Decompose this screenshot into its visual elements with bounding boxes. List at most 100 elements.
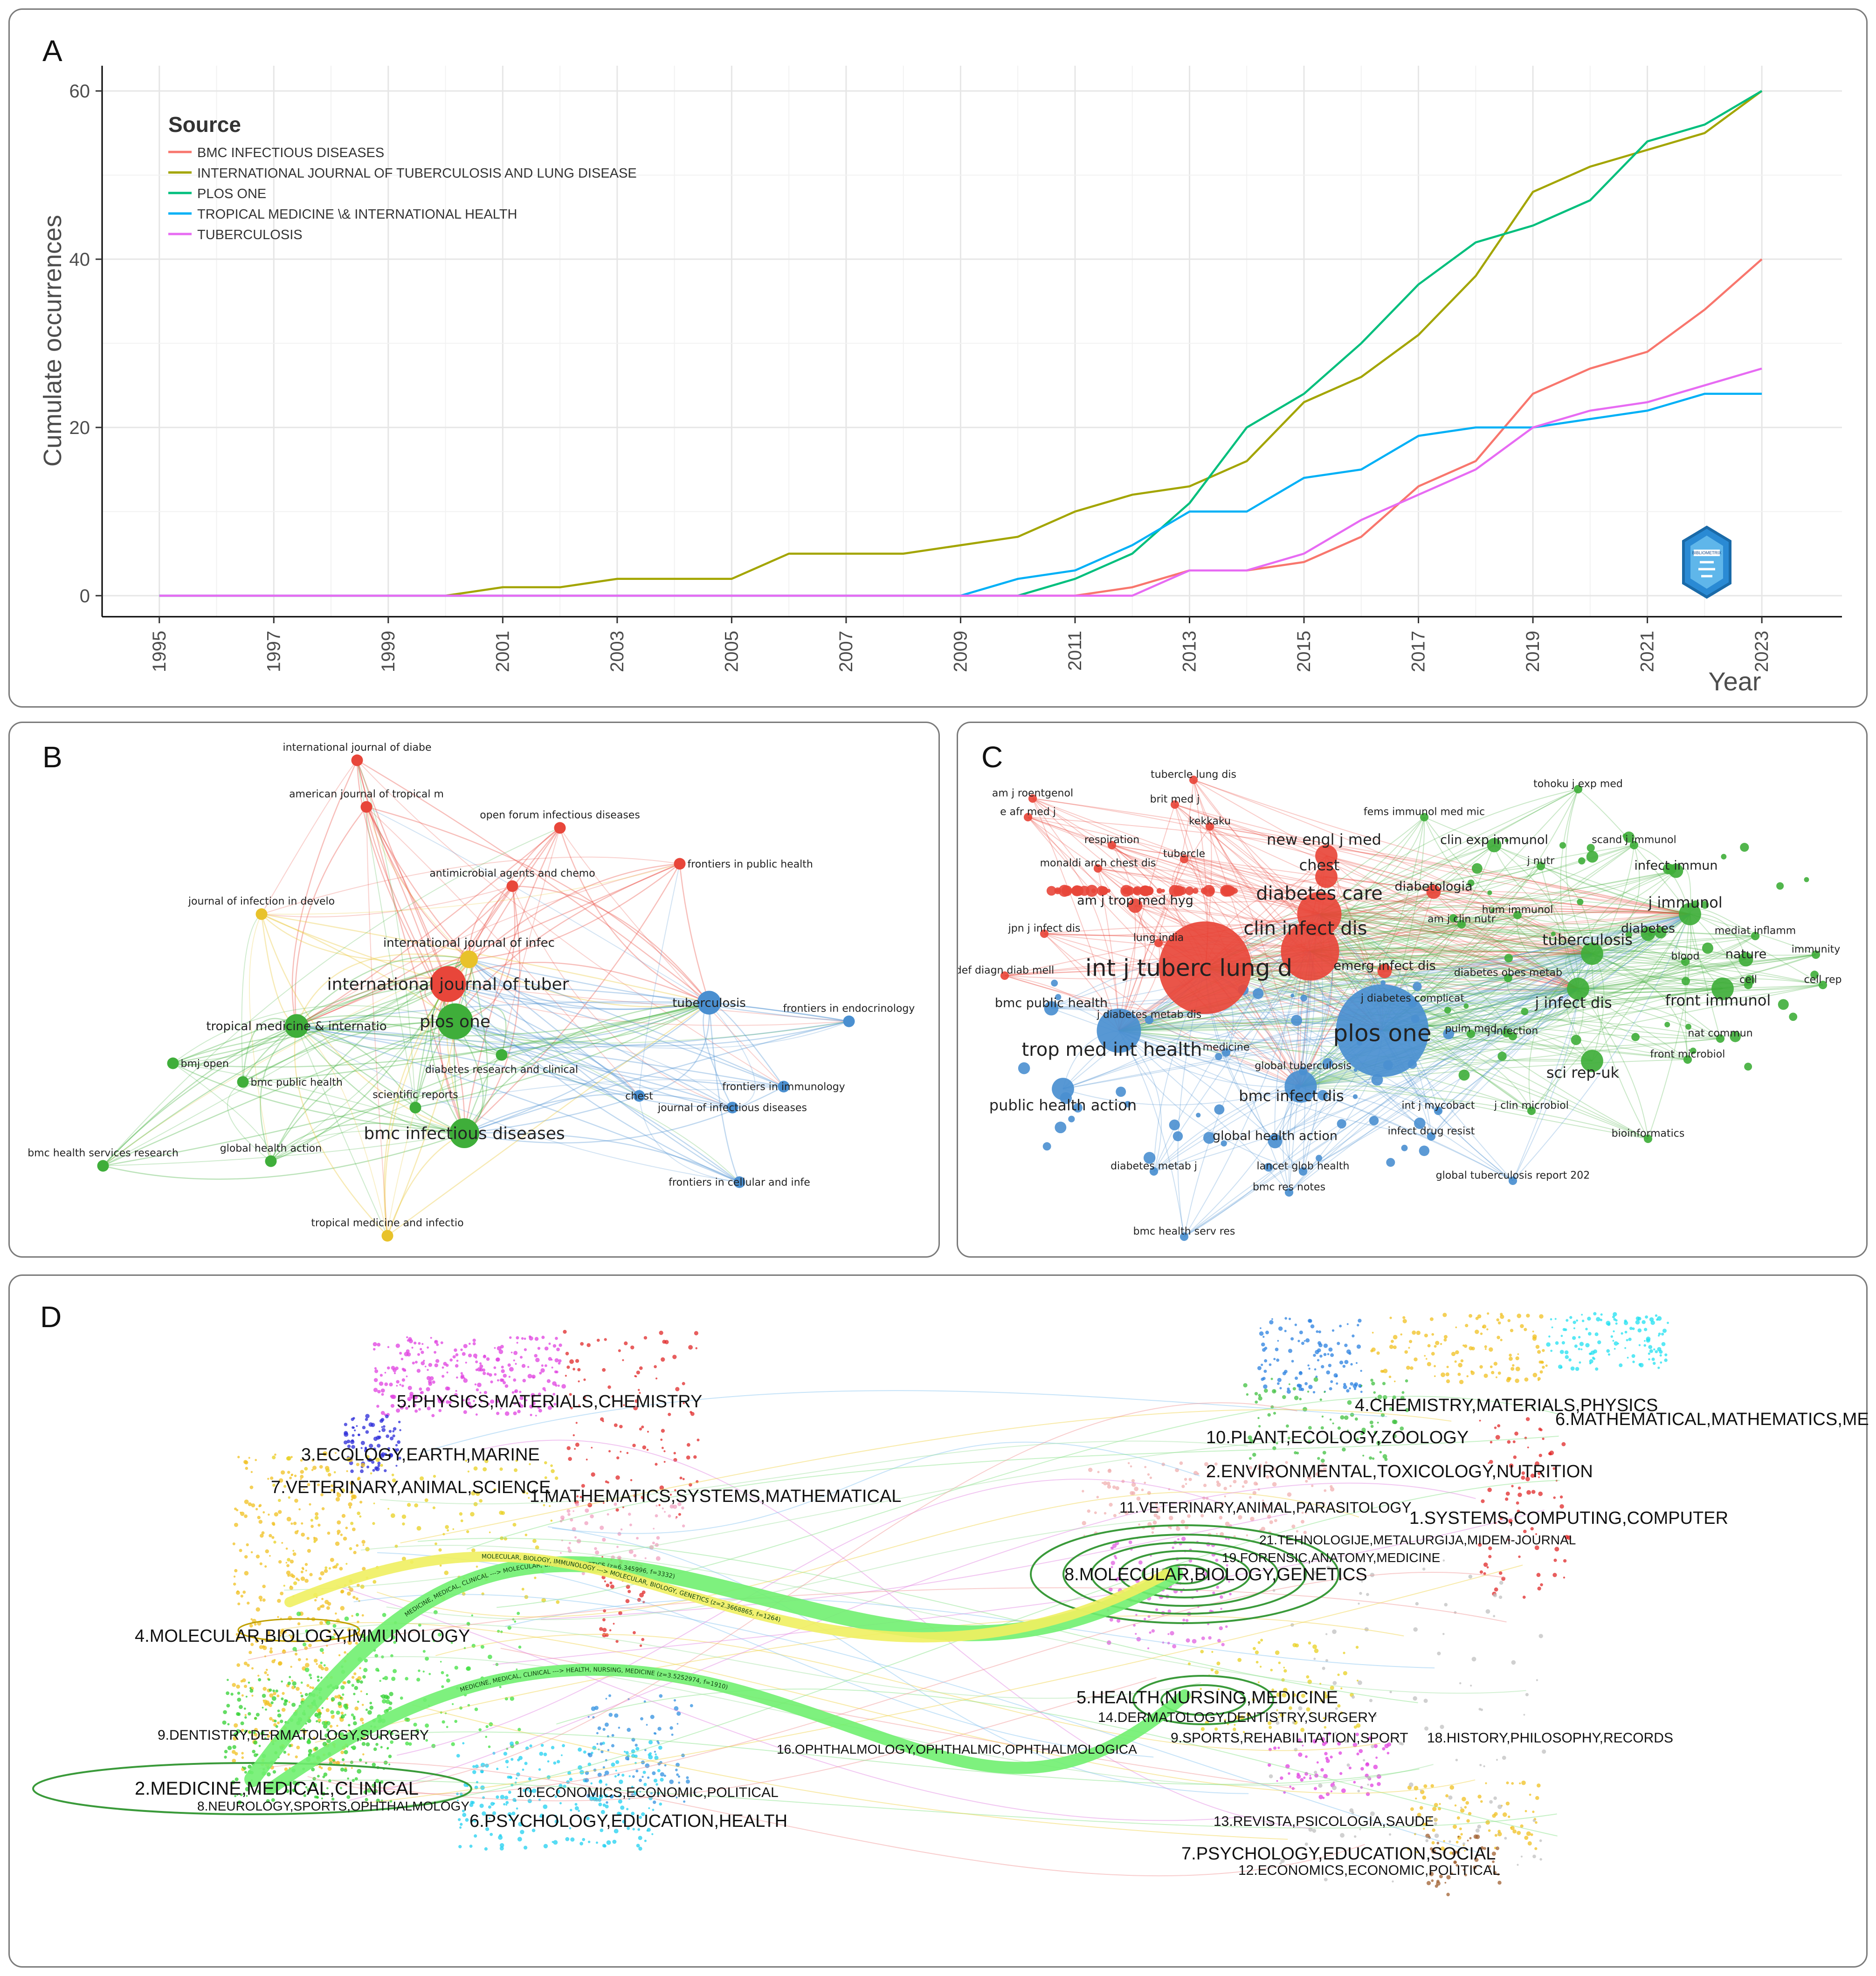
node-bmc-res-notes[interactable] — [1284, 1188, 1294, 1197]
network-edge — [1310, 951, 1648, 1139]
node-lancet-glob-health[interactable] — [1298, 1167, 1308, 1176]
node-tuberculosis[interactable] — [1581, 943, 1603, 965]
node-lung-india[interactable] — [1154, 938, 1163, 948]
node-scientific-reports[interactable] — [409, 1102, 421, 1114]
node-global-tuberculosis-report-202[interactable] — [1508, 1176, 1517, 1185]
overlay-dot — [580, 1342, 584, 1346]
thin-link — [332, 1677, 1157, 1802]
node-hum-immunol[interactable] — [1513, 910, 1522, 920]
node-kekkaku[interactable] — [1205, 822, 1214, 831]
node-international-journal-of-infec[interactable] — [460, 950, 478, 968]
node-tropical-medicine-and-infectio[interactable] — [381, 1230, 393, 1242]
node-bmc-public-health[interactable] — [1044, 1001, 1059, 1016]
node-diabetes-metab-j[interactable] — [1149, 1167, 1159, 1176]
node-front-microbiol[interactable] — [1683, 1055, 1692, 1064]
node-frontiers-in-public-health[interactable] — [674, 858, 686, 870]
node-frontiers-in-endocrinology[interactable] — [843, 1015, 855, 1027]
network-edge — [464, 1020, 849, 1134]
node-frontiers-in-immunology[interactable] — [778, 1081, 790, 1093]
node-chest[interactable] — [1315, 866, 1338, 888]
node-int-j-tuberc-lung-d[interactable] — [1159, 921, 1252, 1014]
node-cell-rep[interactable] — [1818, 980, 1828, 990]
node-international-journal-of-tuber[interactable] — [430, 966, 466, 1002]
node-blood[interactable] — [1681, 957, 1690, 966]
node-journal-of-infection-in-develo[interactable] — [255, 908, 268, 920]
overlay-dot — [507, 1363, 511, 1367]
node-bmc-infect-dis[interactable] — [1284, 1070, 1317, 1103]
node-def-diagn-diab-mell[interactable] — [1000, 971, 1009, 980]
node-diabetes-obes-metab[interactable] — [1504, 973, 1513, 983]
node-front-immunol[interactable] — [1711, 978, 1734, 1000]
node-nature[interactable] — [1738, 952, 1753, 967]
node-international-journal-of-diabe[interactable] — [351, 754, 363, 766]
node-brit-med-j[interactable] — [1170, 800, 1179, 809]
network-edge — [366, 806, 710, 1003]
node-fems-immunol-med-mic[interactable] — [1420, 812, 1429, 822]
node-am-j-trop-med-hyg[interactable] — [1128, 898, 1143, 913]
node-open-forum-infectious-diseases[interactable] — [554, 822, 566, 834]
node-j-infection[interactable] — [1508, 1032, 1517, 1041]
node-bmj-open[interactable] — [167, 1057, 179, 1069]
node-medicine[interactable] — [1221, 1048, 1231, 1057]
overlay-dot — [290, 1559, 294, 1564]
node-e-afr-med-j[interactable] — [1023, 812, 1033, 822]
node-tohoku-j-exp-med[interactable] — [1573, 785, 1583, 794]
node-global-health-action[interactable] — [1268, 1134, 1283, 1149]
node-diabetes-research-and-clinical[interactable] — [496, 1049, 508, 1061]
node-chest[interactable] — [633, 1090, 645, 1102]
node-antimicrobial-agents-and-chemo[interactable] — [506, 880, 518, 892]
network-edge — [464, 1132, 740, 1183]
node-journal-of-infectious-diseases[interactable] — [726, 1102, 738, 1114]
node-scand-j-immunol[interactable] — [1629, 840, 1639, 850]
node-j-infect-dis[interactable] — [1567, 978, 1589, 1000]
node-monaldi-arch-chest-dis[interactable] — [1093, 864, 1103, 873]
overlay-dot — [296, 1745, 300, 1749]
node-american-journal-of-tropical-m[interactable] — [360, 801, 372, 813]
overlay-dot — [503, 1381, 506, 1384]
node-j-nutr[interactable] — [1536, 861, 1545, 871]
node-am-j-roentgenol[interactable] — [1028, 794, 1037, 803]
node-trop-med-int-health[interactable] — [1097, 1008, 1141, 1053]
node-emerg-infect-dis[interactable] — [1377, 964, 1392, 978]
node-bioinformatics[interactable] — [1643, 1134, 1653, 1143]
node-nat-commun[interactable] — [1716, 1034, 1725, 1043]
node-tropical-medicine-internatio[interactable] — [284, 1014, 309, 1038]
node-global-health-action[interactable] — [265, 1155, 277, 1167]
node-am-j-clin-nutr[interactable] — [1457, 920, 1466, 929]
overlay-dot — [1319, 1398, 1322, 1401]
node-sci-rep-uk[interactable] — [1581, 1050, 1603, 1072]
node-jpn-j-infect-dis[interactable] — [1040, 929, 1049, 938]
node-int-j-mycobact[interactable] — [1434, 1106, 1443, 1115]
node-bmc-health-services-research[interactable] — [97, 1160, 109, 1172]
node-tubercle[interactable] — [1179, 854, 1189, 864]
network-edge — [1382, 988, 1723, 1034]
thin-link — [552, 1441, 1200, 1534]
node-diabetes[interactable] — [1641, 926, 1655, 941]
node-cell[interactable] — [1744, 980, 1753, 990]
node-bmc-public-health[interactable] — [237, 1076, 249, 1088]
node-clin-exp-immunol[interactable] — [1487, 838, 1502, 853]
node-j-immunol[interactable] — [1679, 903, 1701, 925]
node-j-diabetes-metab-dis[interactable] — [1145, 1015, 1154, 1025]
node-tuberculosis[interactable] — [697, 991, 721, 1015]
node-tubercle-lung-dis[interactable] — [1189, 775, 1198, 785]
node-j-clin-microbiol[interactable] — [1527, 1106, 1536, 1115]
node-pulm-med[interactable] — [1466, 1029, 1476, 1039]
node-plos-one[interactable] — [1336, 984, 1429, 1077]
node-bmc-health-serv-res[interactable] — [1179, 1232, 1189, 1241]
overlay-dot — [291, 1702, 296, 1707]
node-clin-infect-dis[interactable] — [1281, 922, 1339, 981]
node-plos-one[interactable] — [437, 1003, 473, 1040]
node-infect-immun[interactable] — [1669, 863, 1683, 878]
overlay-dot — [1497, 1321, 1501, 1325]
node-mediat-inflamm[interactable] — [1751, 931, 1760, 941]
overlay-dot — [635, 1743, 638, 1747]
node-respiration[interactable] — [1107, 840, 1117, 850]
node-frontiers-in-cellular-and-infe[interactable] — [733, 1176, 745, 1188]
node-diabetologia[interactable] — [1426, 884, 1441, 899]
node-bmc-infectious-diseases[interactable] — [449, 1118, 479, 1148]
node-infect-drug-resist[interactable] — [1427, 1132, 1436, 1141]
node-new-engl-j-med[interactable] — [1315, 845, 1338, 867]
node-public-health-action[interactable] — [1052, 1078, 1074, 1100]
node-immunity[interactable] — [1811, 950, 1821, 959]
